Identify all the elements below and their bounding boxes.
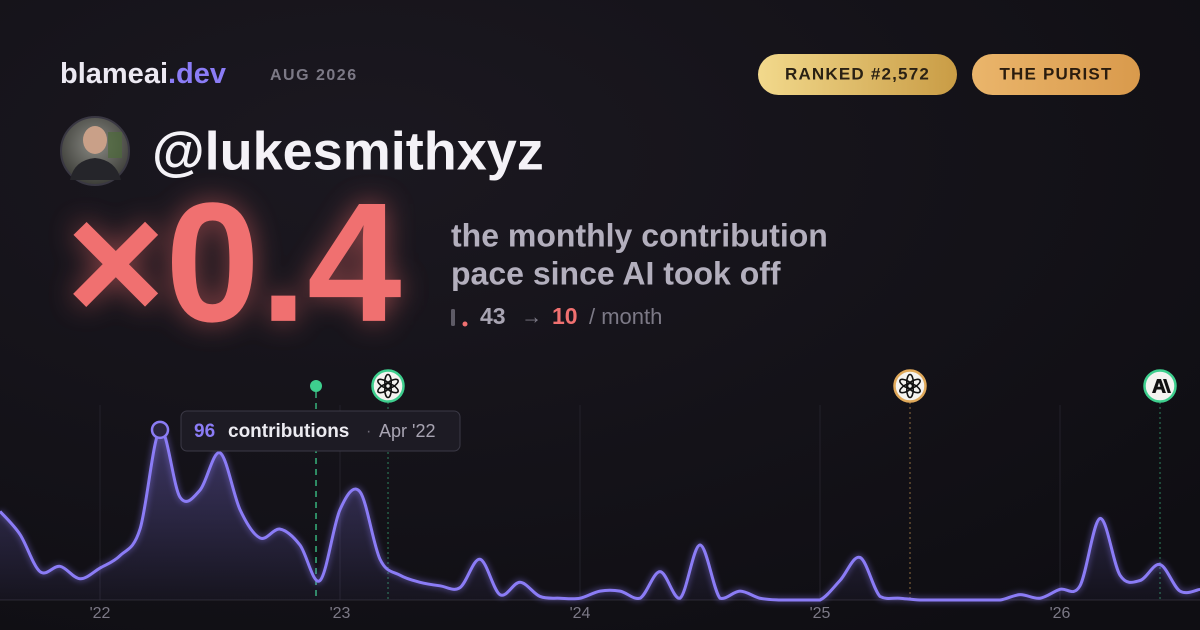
x-tick-label: '22 — [90, 605, 111, 622]
rank-badge — [758, 54, 957, 95]
event-icon-petal — [899, 378, 915, 390]
event-icon-ring — [1143, 369, 1177, 403]
multiplier-glow: ×0.4 — [66, 168, 402, 358]
event-icon — [893, 369, 927, 403]
x-tick-label: '23 — [330, 605, 351, 622]
tooltip-label: contributions — [228, 421, 349, 442]
x-tick-label: '26 — [1050, 605, 1071, 622]
stat-unit: / month — [589, 304, 662, 329]
event-icon-petal — [377, 382, 393, 394]
event-icon-ring — [371, 369, 405, 403]
caption-line: pace since AI took off — [451, 255, 781, 291]
stat-arrow: → — [521, 306, 542, 329]
brand-tld: .dev — [168, 58, 226, 90]
x-tick-label: '25 — [810, 605, 831, 622]
tooltip-separator: · — [366, 423, 371, 440]
date: AUG 2026 — [270, 67, 358, 84]
stat-after: 10 — [552, 303, 578, 329]
tooltip-box — [180, 410, 461, 452]
tooltip: 96 contributions · Apr '22 — [180, 410, 461, 452]
multiplier: ×0.4 — [66, 168, 402, 358]
stat-icon — [451, 309, 455, 326]
area-fill — [0, 429, 1200, 600]
username: @lukesmithxyz — [152, 121, 544, 181]
persona-badge-text: THE PURIST — [999, 64, 1112, 83]
stat-before: 43 — [480, 303, 506, 329]
chart: '22 '23 '24 '25 '26 — [0, 369, 1200, 622]
event-icon-glyph — [1152, 379, 1172, 393]
line — [0, 428, 1200, 602]
brand-name: blameai — [60, 58, 168, 90]
highlight-point — [150, 420, 170, 440]
brand: blameai.dev — [60, 58, 226, 90]
x-tick-label: '24 — [570, 605, 591, 622]
event-icon-ring — [893, 369, 927, 403]
event-icon — [371, 369, 405, 403]
event-icon — [1143, 369, 1177, 403]
avatar — [60, 116, 130, 186]
caption-line: the monthly contribution — [451, 217, 828, 253]
tooltip-date: Apr '22 — [379, 421, 435, 441]
rank-badge-text: RANKED #2,572 — [785, 64, 930, 83]
event-dot — [310, 380, 323, 392]
event-icon-petal — [377, 378, 393, 390]
event-icon-petal — [899, 382, 915, 394]
tooltip-value: 96 — [194, 421, 215, 442]
stat-icon — [462, 321, 468, 327]
persona-badge — [972, 54, 1140, 95]
